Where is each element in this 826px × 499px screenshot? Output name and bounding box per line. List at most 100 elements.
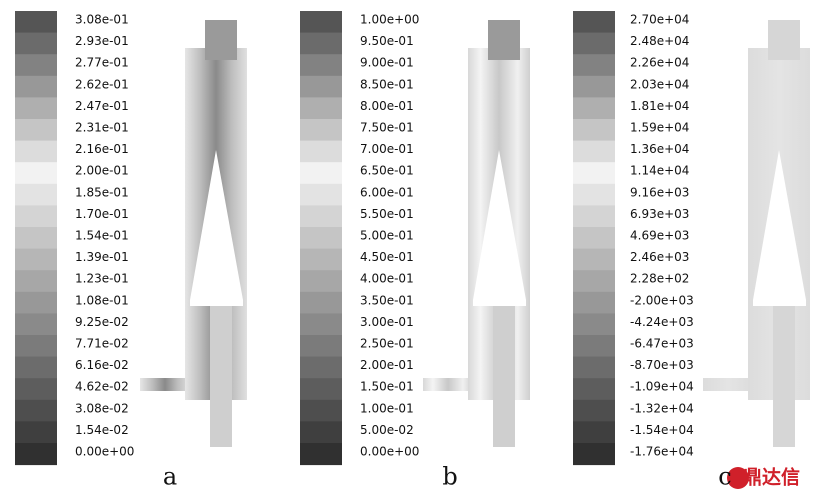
- colorbar-band: [300, 399, 342, 422]
- colorbar-label: 3.08e-02: [75, 401, 129, 415]
- colorbar-band: [300, 11, 342, 34]
- inlet-pipe: [423, 378, 473, 391]
- colorbar-label: 1.23e-01: [75, 272, 129, 286]
- contour-geometry: [423, 20, 530, 447]
- inlet-pipe: [140, 378, 190, 391]
- colorbar-label: 0.00e+00: [75, 445, 134, 459]
- colorbar-label: -1.09e+04: [630, 380, 694, 394]
- colorbar-band: [15, 443, 57, 466]
- colorbar-label: 1.00e+00: [360, 13, 419, 27]
- colorbar-label: 1.00e-01: [360, 401, 414, 415]
- colorbar-band: [15, 378, 57, 401]
- colorbar-band: [15, 227, 57, 250]
- colorbar-band: [15, 140, 57, 163]
- colorbar-label: 1.54e-02: [75, 423, 129, 437]
- colorbar-band: [300, 356, 342, 379]
- colorbar-label: 1.14e+04: [630, 164, 689, 178]
- colorbar-label: 1.36e+04: [630, 142, 689, 156]
- panel-label: c: [718, 463, 731, 491]
- colorbar-label: 1.59e+04: [630, 121, 689, 135]
- colorbar-label: 9.50e-01: [360, 34, 414, 48]
- colorbar-band: [573, 270, 615, 293]
- colorbar-label: 7.00e-01: [360, 142, 414, 156]
- colorbar-label: 9.16e+03: [630, 185, 689, 199]
- colorbar-band: [15, 11, 57, 34]
- colorbar-band: [300, 270, 342, 293]
- colorbar-band: [300, 140, 342, 163]
- colorbar-band: [15, 421, 57, 444]
- colorbar-label: 6.50e-01: [360, 164, 414, 178]
- colorbar-band: [300, 291, 342, 314]
- colorbar-band: [573, 291, 615, 314]
- plate: [753, 300, 806, 306]
- colorbar-band: [573, 378, 615, 401]
- colorbar-band: [15, 75, 57, 98]
- colorbar-band: [573, 54, 615, 77]
- colorbar-label: -1.32e+04: [630, 401, 694, 415]
- colorbar-band: [300, 248, 342, 271]
- colorbar-band: [300, 183, 342, 206]
- colorbar-band: [300, 97, 342, 120]
- colorbar-label: 6.93e+03: [630, 207, 689, 221]
- outlet-pipe: [493, 305, 515, 447]
- colorbar-label: 4.00e-01: [360, 272, 414, 286]
- colorbar-label: 2.00e-01: [360, 358, 414, 372]
- colorbar-band: [573, 227, 615, 250]
- colorbar-band: [15, 313, 57, 336]
- colorbar-band: [300, 335, 342, 358]
- colorbar-band: [573, 183, 615, 206]
- colorbar-band: [15, 205, 57, 228]
- cone: [753, 150, 806, 300]
- colorbar-label: 2.77e-01: [75, 56, 129, 70]
- colorbar-band: [15, 291, 57, 314]
- colorbar-label: 6.00e-01: [360, 185, 414, 199]
- top-pipe: [205, 20, 237, 60]
- colorbar-band: [15, 356, 57, 379]
- watermark-text: 鼎达信: [743, 466, 800, 489]
- colorbar-band: [15, 119, 57, 142]
- colorbar-label: 1.81e+04: [630, 99, 689, 113]
- colorbar-label: 1.08e-01: [75, 293, 129, 307]
- colorbar-band: [573, 335, 615, 358]
- colorbar-band: [573, 356, 615, 379]
- watermark-logo: [727, 467, 749, 489]
- colorbar-band: [300, 421, 342, 444]
- colorbar-label: 2.47e-01: [75, 99, 129, 113]
- colorbar-band: [300, 119, 342, 142]
- colorbar-band: [15, 97, 57, 120]
- colorbar-band: [573, 75, 615, 98]
- colorbar-band: [573, 399, 615, 422]
- colorbar-label: 7.50e-01: [360, 121, 414, 135]
- colorbar-band: [300, 32, 342, 55]
- colorbar-band: [573, 313, 615, 336]
- colorbar-label: 3.00e-01: [360, 315, 414, 329]
- colorbar-band: [573, 119, 615, 142]
- colorbar-label: 5.00e-01: [360, 229, 414, 243]
- colorbar-band: [300, 227, 342, 250]
- inlet-pipe: [703, 378, 753, 391]
- outlet-pipe: [773, 305, 795, 447]
- colorbar-label: -6.47e+03: [630, 337, 694, 351]
- colorbar-label: 2.93e-01: [75, 34, 129, 48]
- colorbar-band: [573, 11, 615, 34]
- colorbar-label: 2.16e-01: [75, 142, 129, 156]
- colorbar-label: 3.08e-01: [75, 13, 129, 27]
- panel: 1.00e+00 9.50e-01 9.00e-01 8.50e-01 8.00e-01…: [300, 11, 530, 491]
- colorbar-band: [573, 140, 615, 163]
- colorbar-label: 1.85e-01: [75, 185, 129, 199]
- contour-geometry: [703, 20, 810, 447]
- colorbar-label: 3.50e-01: [360, 293, 414, 307]
- panel-label: b: [442, 463, 457, 491]
- colorbar-band: [573, 421, 615, 444]
- colorbar-label: 2.00e-01: [75, 164, 129, 178]
- colorbar-band: [15, 248, 57, 271]
- colorbar-band: [300, 378, 342, 401]
- colorbar-band: [573, 97, 615, 120]
- colorbar-label: 4.69e+03: [630, 229, 689, 243]
- colorbar-label: 1.70e-01: [75, 207, 129, 221]
- colorbar-band: [15, 183, 57, 206]
- colorbar-band: [300, 75, 342, 98]
- colorbar-label: 5.50e-01: [360, 207, 414, 221]
- colorbar-label: 8.50e-01: [360, 77, 414, 91]
